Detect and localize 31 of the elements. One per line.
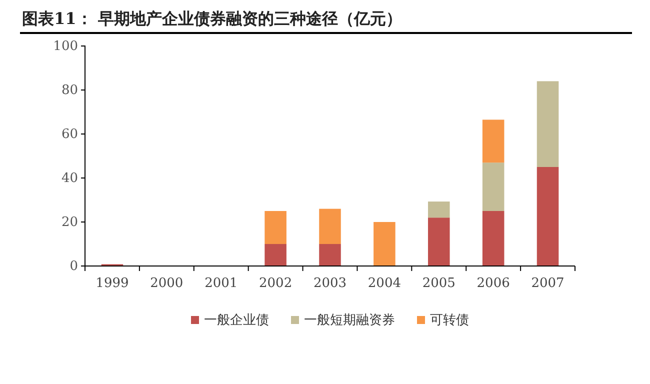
legend-label: 可转债 <box>430 313 469 328</box>
bar <box>319 208 341 244</box>
bar <box>319 244 341 266</box>
bar <box>264 244 286 266</box>
bar <box>374 222 396 266</box>
x-tick-label: 2000 <box>150 276 184 292</box>
y-tick-label: 60 <box>61 127 78 142</box>
x-tick-label: 2001 <box>204 276 238 292</box>
bar <box>482 162 504 211</box>
y-tick-label: 80 <box>61 83 78 98</box>
x-tick-label: 2002 <box>259 276 292 292</box>
x-tick-label: 2005 <box>422 276 456 292</box>
bar <box>536 81 559 167</box>
y-tick-label: 0 <box>70 259 78 274</box>
y-tick-label: 40 <box>61 171 78 186</box>
x-tick-label: 2003 <box>313 276 347 292</box>
bar <box>428 218 450 266</box>
x-tick-label: 2006 <box>476 276 510 292</box>
bar <box>482 120 504 163</box>
bar <box>536 167 559 266</box>
bar <box>482 211 504 266</box>
legend-label: 一般短期融资券 <box>304 313 395 328</box>
bar <box>264 211 286 244</box>
y-tick-label: 100 <box>53 39 78 54</box>
x-tick-label: 2004 <box>368 276 401 292</box>
legend-label: 一般企业债 <box>204 313 269 328</box>
bar <box>428 202 450 218</box>
chart-title: 图表11： 早期地产企业债券融资的三种途径（亿元） <box>22 9 402 28</box>
x-tick-label: 1999 <box>96 276 129 292</box>
x-tick-label: 2007 <box>531 276 564 292</box>
y-tick-label: 20 <box>61 215 78 230</box>
